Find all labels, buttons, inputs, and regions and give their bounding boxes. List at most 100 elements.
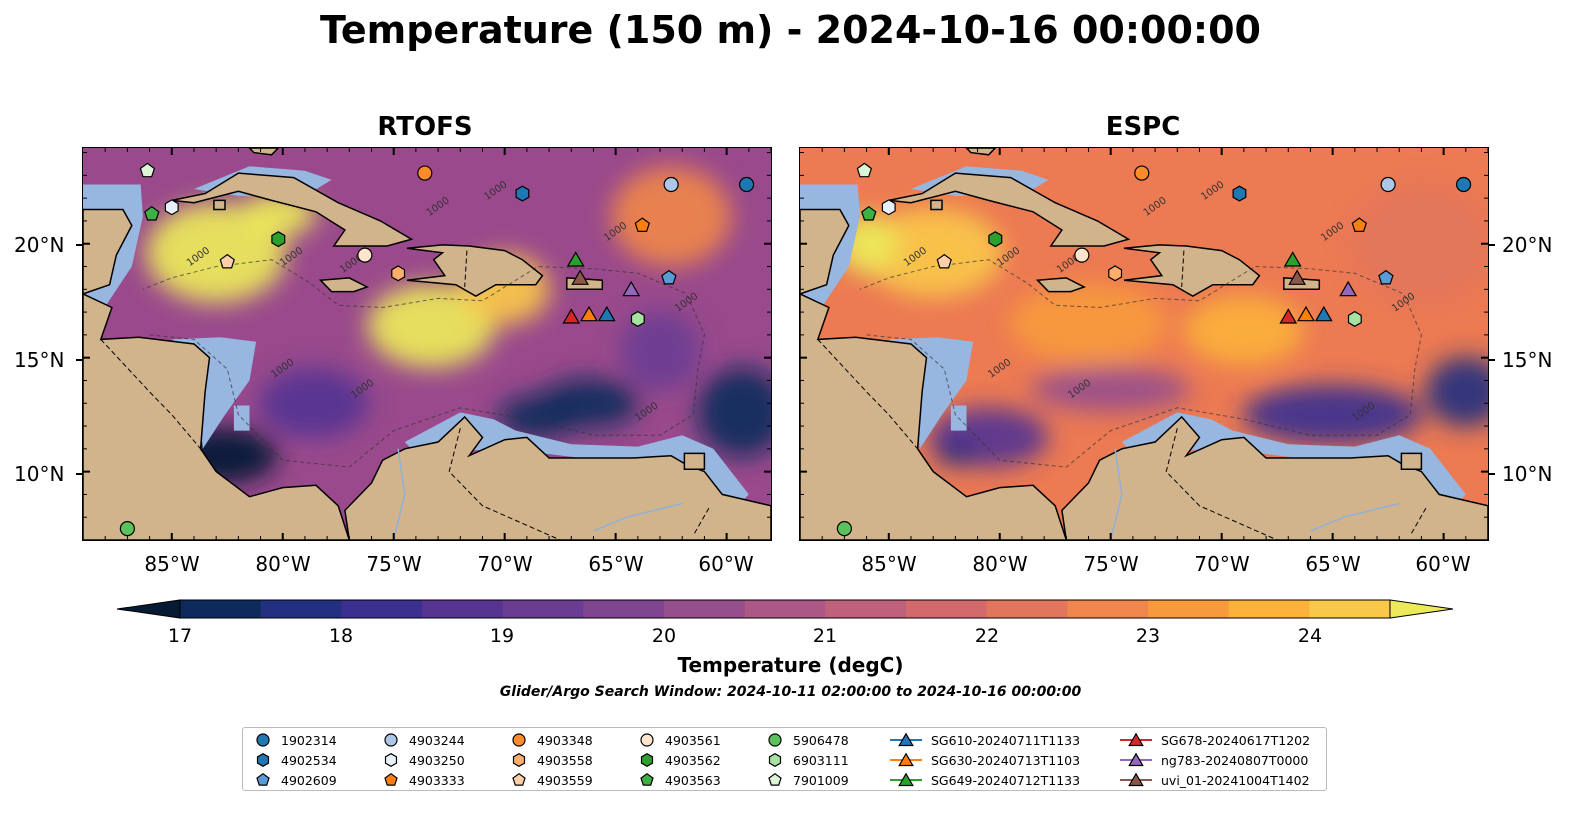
obs-marker-SG630-20240713T1103	[1297, 305, 1315, 322]
colorbar-segment	[260, 600, 342, 618]
legend-marker	[768, 772, 782, 786]
lat-tick	[76, 359, 83, 361]
colorbar-extend-high	[1389, 599, 1454, 619]
land-mass	[800, 208, 850, 295]
lon-label: 85°W	[861, 552, 917, 576]
land-mass	[318, 277, 370, 293]
legend-marker-icon	[384, 733, 398, 747]
obs-marker-4903561	[1074, 247, 1090, 263]
legend-item: 4903250	[381, 751, 465, 769]
legend-item: 7901009	[765, 771, 849, 789]
obs-marker-1902314	[738, 176, 755, 193]
colorbar-segment	[1309, 600, 1391, 618]
legend-marker	[512, 753, 526, 767]
obs-marker-4903558	[1108, 265, 1123, 282]
obs-marker-1902314	[1455, 176, 1472, 193]
obs-marker-SG630-20240713T1103	[580, 305, 598, 322]
country-border	[448, 428, 561, 540]
land-mass	[344, 415, 771, 540]
map-panel-espc: 1000 1000 1000 1000 1000 1000 1000 1000 1000 1000	[799, 147, 1489, 541]
obs-marker-4903244	[663, 176, 679, 193]
colorbar-extend-low	[116, 599, 181, 619]
lon-label: 70°W	[1194, 552, 1250, 576]
legend-marker	[384, 753, 398, 767]
legend-label: SG630-20240713T1103	[931, 752, 1081, 768]
legend-marker	[640, 772, 654, 786]
lon-label: 75°W	[1083, 552, 1139, 576]
colorbar-segment	[502, 600, 584, 618]
legend-item: 5906478	[765, 731, 849, 749]
river	[1109, 448, 1123, 540]
legend-label: 5906478	[793, 732, 849, 748]
colorbar-segment	[825, 600, 907, 618]
legend-item: 1902314	[253, 731, 337, 749]
land-mass	[171, 172, 414, 247]
shallow-shelf	[171, 337, 257, 449]
figure-title: Temperature (150 m) - 2024-10-16 00:00:0…	[319, 8, 1261, 52]
obs-marker-SG678-20240617T1202	[1279, 308, 1298, 324]
legend-item: 4903563	[637, 771, 721, 789]
legend-marker	[384, 772, 398, 786]
lat-label: 10°N	[14, 462, 65, 486]
legend-marker-icon	[640, 753, 654, 767]
legend-marker-icon	[640, 733, 654, 747]
colorbar-tick: 22	[974, 625, 1000, 647]
lon-label: 80°W	[255, 552, 311, 576]
country-border	[692, 507, 710, 536]
legend-item: SG630-20240713T1103	[889, 751, 1080, 769]
obs-marker-ng783-20240807T0000	[1339, 280, 1358, 297]
land-mass	[83, 293, 351, 540]
lat-tick	[1488, 244, 1495, 246]
lat-tick	[76, 244, 83, 246]
obs-marker-7901009	[139, 162, 156, 178]
legend-item: ng783-20240807T0000	[1119, 751, 1308, 769]
obs-marker-4903562	[988, 231, 1003, 248]
legend-marker	[256, 772, 270, 786]
lat-tick	[1488, 359, 1495, 361]
obs-marker-4903250	[164, 199, 179, 216]
colorbar-segment	[664, 600, 746, 618]
obs-marker-4903244	[1380, 176, 1396, 193]
obs-marker-SG649-20240712T1133	[566, 251, 585, 267]
obs-marker-SG678-20240617T1202	[562, 308, 581, 324]
river	[392, 448, 406, 540]
country-border	[464, 250, 468, 288]
obs-marker-4903348	[1134, 165, 1150, 181]
legend-marker-icon	[384, 772, 398, 786]
legend-label: 4903348	[537, 732, 593, 748]
colorbar-tick: 17	[167, 625, 193, 647]
legend-label: uvi_01-20241004T1402	[1161, 772, 1310, 788]
obs-marker-6903111	[630, 310, 645, 327]
land-mass	[83, 208, 133, 295]
obs-marker-4903333	[1351, 217, 1368, 233]
lon-label: 60°W	[1415, 552, 1471, 576]
land-mass	[1400, 452, 1423, 471]
land-mass	[930, 199, 943, 211]
legend-item: uvi_01-20241004T1402	[1119, 771, 1310, 789]
legend-label: 4903559	[537, 772, 593, 788]
isobath-1000m	[142, 259, 705, 468]
shallow-shelf	[404, 412, 749, 518]
obs-marker-4903559	[936, 253, 952, 269]
land-mass	[248, 148, 280, 156]
legend-marker	[512, 772, 526, 786]
country-border	[1409, 507, 1427, 536]
isobath-1000m	[859, 259, 1422, 468]
legend-marker-icon	[512, 733, 526, 747]
land-mass	[683, 452, 706, 471]
legend-item: 4902534	[253, 751, 337, 769]
panel-title-rtofs: RTOFS	[377, 112, 473, 142]
obs-marker-4902609	[661, 269, 677, 285]
country-border	[1181, 250, 1185, 288]
legend-marker	[256, 753, 270, 767]
legend-marker	[384, 733, 398, 747]
panel-title-espc: ESPC	[1105, 112, 1181, 142]
land-mass	[1035, 277, 1087, 293]
legend-marker-icon	[640, 772, 654, 786]
legend-item: 6903111	[765, 751, 849, 769]
river	[1310, 502, 1400, 532]
legend-label: 4902609	[281, 772, 337, 788]
legend-label: 4903562	[665, 752, 721, 768]
legend-label: SG649-20240712T1133	[931, 772, 1081, 788]
